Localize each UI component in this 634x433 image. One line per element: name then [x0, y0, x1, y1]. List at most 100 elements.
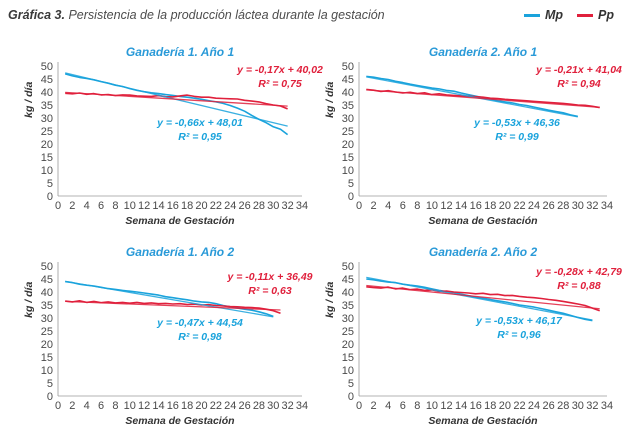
x-tick-label: 16: [470, 200, 482, 212]
x-axis-label: Semana de Gestación: [125, 215, 234, 227]
figure-title-text: Persistencia de la producción láctea dur…: [68, 8, 385, 22]
x-tick-label: 8: [414, 200, 420, 212]
x-tick-label: 8: [112, 200, 118, 212]
y-tick-label: 25: [41, 326, 53, 338]
trend-r2-pp: R² = 0,63: [248, 285, 292, 297]
x-tick-label: 6: [98, 200, 104, 212]
x-tick-label: 26: [238, 200, 250, 212]
x-axis-label: Semana de Gestación: [428, 215, 537, 227]
x-tick-label: 32: [586, 200, 598, 212]
x-tick-label: 22: [513, 200, 525, 212]
x-tick-label: 18: [484, 200, 496, 212]
x-tick-label: 10: [426, 200, 438, 212]
x-tick-label: 24: [528, 400, 540, 412]
series-line-mp: [366, 75, 578, 118]
x-tick-label: 14: [152, 200, 164, 212]
x-tick-label: 2: [69, 200, 75, 212]
x-tick-label: 8: [414, 400, 420, 412]
x-tick-label: 26: [543, 200, 555, 212]
y-tick-label: 15: [342, 352, 354, 364]
y-tick-label: 30: [41, 113, 53, 125]
y-tick-label: 0: [348, 191, 354, 203]
y-tick-label: 15: [41, 352, 53, 364]
x-tick-label: 26: [238, 400, 250, 412]
x-tick-label: 30: [267, 200, 279, 212]
x-tick-label: 16: [167, 200, 179, 212]
trendline-pp: [65, 300, 281, 311]
trend-equation-mp: y = -0,66x + 48,01: [156, 117, 243, 129]
series-line-pp: [366, 286, 600, 312]
x-tick-label: 24: [224, 200, 236, 212]
x-axis-label: Semana de Gestación: [428, 415, 537, 427]
trendline-pp: [366, 89, 600, 108]
trend-r2-pp: R² = 0,75: [258, 78, 302, 90]
trend-r2-mp: R² = 0,98: [178, 331, 222, 343]
legend-item-pp: Pp: [577, 8, 614, 22]
x-tick-label: 18: [181, 200, 193, 212]
x-tick-label: 4: [385, 400, 391, 412]
trend-equation-pp: y = -0,21x + 41,04: [535, 64, 622, 76]
x-tick-label: 18: [484, 400, 496, 412]
x-tick-label: 20: [499, 200, 511, 212]
y-tick-label: 40: [41, 87, 53, 99]
y-tick-label: 15: [41, 152, 53, 164]
x-tick-label: 30: [267, 400, 279, 412]
panel-title: Ganadería 2. Año 2: [429, 245, 538, 259]
x-axis-label: Semana de Gestación: [125, 415, 234, 427]
x-tick-label: 34: [296, 200, 308, 212]
y-tick-label: 10: [342, 365, 354, 377]
x-tick-label: 22: [210, 400, 222, 412]
y-tick-label: 10: [41, 365, 53, 377]
x-tick-label: 0: [356, 200, 362, 212]
x-tick-label: 0: [55, 400, 61, 412]
y-tick-label: 50: [41, 61, 53, 73]
x-tick-label: 6: [400, 400, 406, 412]
y-tick-label: 5: [47, 178, 53, 190]
y-tick-label: 0: [47, 191, 53, 203]
x-tick-label: 2: [69, 400, 75, 412]
x-tick-label: 32: [282, 400, 294, 412]
x-tick-label: 22: [513, 400, 525, 412]
x-tick-label: 32: [586, 400, 598, 412]
y-tick-label: 40: [342, 287, 354, 299]
trendline-mp: [366, 276, 593, 321]
x-tick-label: 30: [572, 200, 584, 212]
y-tick-label: 50: [342, 61, 354, 73]
x-tick-label: 12: [138, 400, 150, 412]
legend-label-pp: Pp: [598, 8, 614, 22]
y-tick-label: 45: [342, 74, 354, 86]
x-tick-label: 12: [440, 400, 452, 412]
y-tick-label: 15: [342, 152, 354, 164]
x-tick-label: 34: [601, 200, 613, 212]
trend-r2-pp: R² = 0,94: [557, 78, 601, 90]
x-tick-label: 12: [440, 200, 452, 212]
trendline-mp: [65, 280, 274, 318]
x-tick-label: 4: [385, 200, 391, 212]
y-axis-label: kg / día: [324, 82, 336, 118]
legend-swatch-mp: [523, 13, 540, 17]
trend-equation-mp: y = -0,53x + 46,36: [473, 117, 560, 129]
trendline-pp: [366, 284, 600, 310]
y-tick-label: 25: [342, 326, 354, 338]
x-tick-label: 32: [282, 200, 294, 212]
trend-equation-pp: y = -0,17x + 40,02: [236, 64, 323, 76]
trend-equation-pp: y = -0,28x + 42,79: [535, 266, 622, 278]
x-tick-label: 28: [557, 400, 569, 412]
x-tick-label: 2: [371, 200, 377, 212]
y-tick-label: 20: [342, 139, 354, 151]
x-tick-label: 0: [55, 200, 61, 212]
y-tick-label: 30: [41, 313, 53, 325]
x-tick-label: 28: [253, 400, 265, 412]
y-tick-label: 25: [41, 126, 53, 138]
x-tick-label: 34: [601, 400, 613, 412]
y-tick-label: 50: [342, 261, 354, 273]
trend-r2-pp: R² = 0,88: [557, 280, 601, 292]
figure-title-lead: Gráfica 3.: [8, 8, 65, 22]
y-tick-label: 50: [41, 261, 53, 273]
x-tick-label: 20: [195, 200, 207, 212]
x-tick-label: 16: [167, 400, 179, 412]
x-tick-label: 10: [124, 400, 136, 412]
trend-equation-mp: y = -0,47x + 44,54: [156, 317, 243, 329]
x-tick-label: 20: [499, 400, 511, 412]
x-tick-label: 4: [84, 400, 90, 412]
